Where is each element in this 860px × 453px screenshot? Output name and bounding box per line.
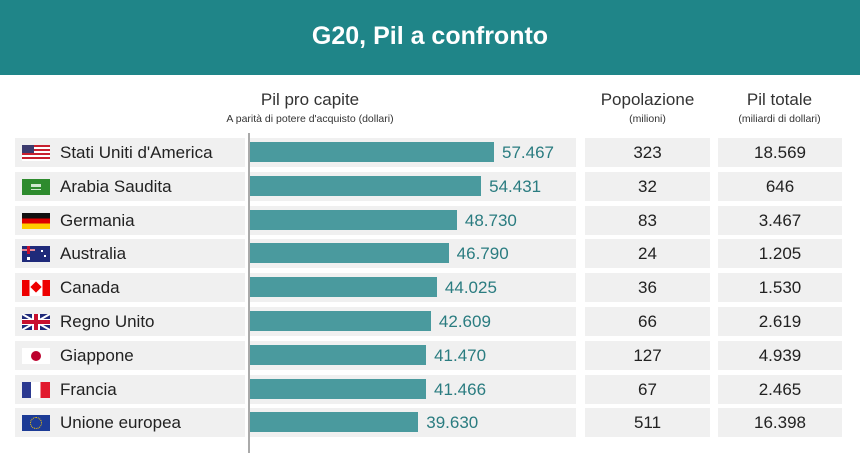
country-cell: Unione europea <box>15 408 245 438</box>
header-banner: G20, Pil a confronto <box>0 0 860 75</box>
population-cell: 36 <box>585 273 710 303</box>
country-cell: Stati Uniti d'America <box>15 138 245 167</box>
column-subtitle: A parità di potere d'acquisto (dollari) <box>226 113 394 125</box>
table-row: Australia 46.790 24 1.205 <box>0 239 860 269</box>
column-title: Pil pro capite <box>260 90 360 109</box>
uk-flag-icon <box>22 314 50 330</box>
total-gdp-cell: 2.619 <box>718 307 842 336</box>
population-cell: 32 <box>585 171 710 201</box>
column-subtitle: (miliardi di dollari) <box>738 113 821 125</box>
country-name: Canada <box>60 278 120 298</box>
total-gdp-cell: 16.398 <box>718 408 842 438</box>
country-name: Giappone <box>60 345 134 365</box>
bar-value-label: 44.025 <box>444 278 497 298</box>
column-subtitle: (milioni) <box>629 113 666 125</box>
total-gdp-cell: 1.530 <box>718 273 842 303</box>
total-gdp-cell: 4.939 <box>718 340 842 370</box>
country-cell: Regno Unito <box>15 307 245 336</box>
bar-value-label: 41.466 <box>434 379 487 399</box>
bar <box>250 209 457 230</box>
population-cell: 511 <box>585 408 710 438</box>
canada-flag-icon <box>22 280 50 297</box>
bar-value-label: 42.609 <box>438 312 491 331</box>
country-name: Australia <box>60 244 127 264</box>
france-flag-icon <box>22 381 50 398</box>
total-gdp-cell: 3.467 <box>718 205 842 235</box>
population-cell: 127 <box>585 340 710 370</box>
population-cell: 323 <box>585 138 710 167</box>
total-gdp-cell: 1.205 <box>718 239 842 269</box>
table-row: Stati Uniti d'America 57.467 323 18.569 <box>0 138 860 167</box>
total-gdp-cell: 2.465 <box>718 374 842 404</box>
saudi-flag-icon <box>22 178 50 195</box>
country-name: Francia <box>60 379 117 399</box>
table-row: Arabia Saudita 54.431 32 646 <box>0 171 860 201</box>
bar <box>250 142 494 162</box>
eu-flag-icon <box>22 415 50 432</box>
bar <box>250 175 482 196</box>
germany-flag-icon <box>22 212 50 229</box>
country-cell: Canada <box>15 273 245 303</box>
bar-value-label: 57.467 <box>502 143 554 162</box>
bar-value-label: 48.730 <box>464 210 517 230</box>
bar <box>250 311 431 331</box>
bar <box>250 277 437 298</box>
page-title: G20, Pil a confronto <box>311 22 549 50</box>
bar-value-label: 54.431 <box>489 176 542 196</box>
total-gdp-cell: 18.569 <box>718 138 842 167</box>
column-header-popolazione: Popolazione (milioni) <box>580 90 715 125</box>
country-cell: Arabia Saudita <box>15 171 245 201</box>
bar-value-label: 41.470 <box>434 345 487 365</box>
bar-value-label: 39.630 <box>426 413 479 433</box>
australia-flag-icon <box>22 246 50 263</box>
column-header-pil-totale: Pil totale (miliardi di dollari) <box>712 90 847 125</box>
table-row: Regno Unito 42.609 66 2.619 <box>0 307 860 336</box>
country-cell: Australia <box>15 239 245 269</box>
bar <box>250 243 449 264</box>
country-name: Arabia Saudita <box>60 176 172 196</box>
table-row: Unione europea 39.630 511 16.398 <box>0 408 860 438</box>
table-row: Canada 44.025 36 1.530 <box>0 273 860 303</box>
column-title: Popolazione <box>600 90 695 109</box>
japan-flag-icon <box>22 347 50 364</box>
table-row: Giappone 41.470 127 4.939 <box>0 340 860 370</box>
population-cell: 67 <box>585 374 710 404</box>
column-title: Pil totale <box>746 90 813 109</box>
population-cell: 24 <box>585 239 710 269</box>
table-row: Germania 48.730 83 3.467 <box>0 205 860 235</box>
country-cell: Germania <box>15 205 245 235</box>
country-name: Germania <box>60 210 135 230</box>
bar <box>250 344 427 365</box>
bar-value-label: 46.790 <box>456 244 509 264</box>
total-gdp-cell: 646 <box>718 171 842 201</box>
country-name: Unione europea <box>60 413 181 433</box>
bar <box>250 412 419 433</box>
table-row: Francia 41.466 67 2.465 <box>0 374 860 404</box>
us-flag-icon <box>22 145 50 161</box>
country-name: Stati Uniti d'America <box>60 143 213 162</box>
column-header-pil-pro-capite: Pil pro capite A parità di potere d'acqu… <box>200 90 420 125</box>
bar-axis-line <box>248 133 250 453</box>
country-cell: Francia <box>15 374 245 404</box>
country-name: Regno Unito <box>60 312 155 331</box>
bar <box>250 378 427 399</box>
population-cell: 66 <box>585 307 710 336</box>
population-cell: 83 <box>585 205 710 235</box>
country-cell: Giappone <box>15 340 245 370</box>
